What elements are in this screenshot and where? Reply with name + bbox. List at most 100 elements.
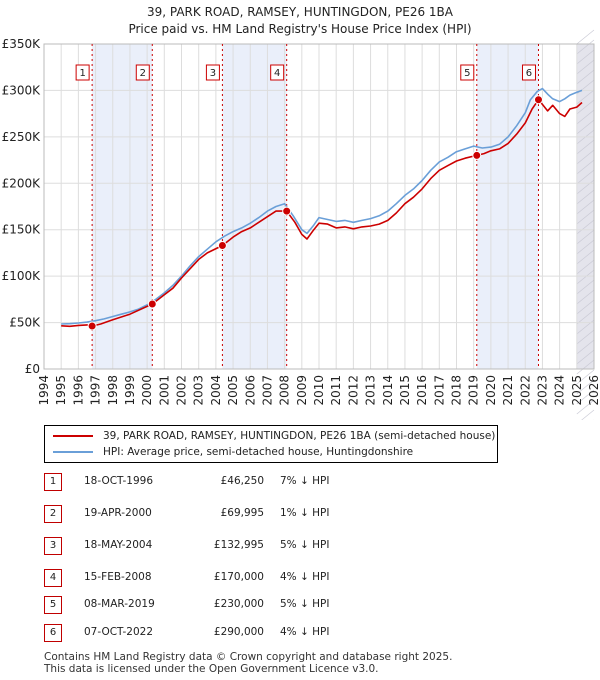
x-tick-label: 2001 — [157, 375, 171, 406]
hatch-line — [576, 259, 595, 275]
sale-label-box — [75, 64, 90, 81]
transaction-date: 08-MAR-2019 — [84, 598, 155, 610]
sale-label-text: 1 — [79, 68, 85, 79]
legend-item-property: 39, PARK ROAD, RAMSEY, HUNTINGDON, PE26 … — [53, 428, 495, 444]
sale-label-text: 4 — [274, 68, 280, 79]
shaded-periods — [92, 29, 595, 420]
grid-lines — [43, 43, 595, 370]
x-tick-label: 2018 — [450, 375, 464, 406]
x-tick-label: 1996 — [71, 375, 85, 406]
transaction-date: 19-APR-2000 — [84, 507, 152, 519]
legend-label-property: 39, PARK ROAD, RAMSEY, HUNTINGDON, PE26 … — [103, 430, 496, 442]
x-tick-label: 2010 — [312, 375, 326, 406]
hatch-line — [576, 289, 595, 305]
x-tick-label: 2002 — [175, 375, 189, 406]
hatch-line — [576, 179, 595, 195]
hatch-line — [576, 59, 595, 75]
sale-label-text: 2 — [140, 68, 146, 79]
hatch-line — [576, 119, 595, 135]
y-tick-label: £200K — [2, 176, 42, 190]
hatch-line — [576, 159, 595, 175]
transaction-date: 18-MAY-2004 — [84, 539, 153, 551]
hatch-line — [576, 269, 595, 285]
hatch-line — [576, 169, 595, 185]
x-tick-label: 2014 — [381, 375, 395, 406]
transaction-number: 5 — [44, 596, 62, 614]
x-tick-label: 2022 — [518, 375, 532, 406]
x-tick-label: 2004 — [209, 375, 223, 406]
transaction-price: £230,000 — [213, 598, 264, 610]
footer: Contains HM Land Registry data © Crown c… — [44, 651, 452, 675]
y-tick-label: £300K — [2, 83, 42, 97]
y-tick-label: £250K — [2, 130, 42, 144]
x-tick-label: 1999 — [123, 375, 137, 406]
legend-item-hpi: HPI: Average price, semi-detached house,… — [53, 444, 413, 460]
axis-labels: £0 £50K £100K £150K £200K £250K £300K £350K 1994… — [2, 37, 600, 406]
x-tick-label: 2015 — [398, 375, 412, 406]
y-tick-label: £0 — [25, 362, 40, 376]
x-tick-label: 2012 — [346, 375, 360, 406]
transaction-price: £46,250 — [220, 475, 264, 487]
legend-swatch-property — [53, 435, 93, 437]
shaded-period — [92, 44, 153, 369]
x-tick-label: 2013 — [364, 375, 378, 406]
hatch-line — [576, 139, 595, 155]
transaction-hpi-diff: 4% ↓ HPI — [280, 571, 330, 583]
transaction-hpi-diff: 5% ↓ HPI — [280, 598, 330, 610]
x-tick-label: 2003 — [192, 375, 206, 406]
x-tick-label: 2005 — [226, 375, 240, 406]
price-chart: 1 2 3 4 5 6 £0 £50K £100K £150K £200K £250K £300K £3… — [2, 29, 600, 420]
hatch-line — [576, 109, 595, 125]
hatch-line — [576, 249, 595, 265]
hatch-line — [576, 389, 595, 405]
y-tick-label: £100K — [2, 269, 42, 283]
sale-label-box — [135, 64, 150, 81]
hatch-line — [576, 229, 595, 245]
sale-label-text: 3 — [210, 68, 216, 79]
footer-copyright: Contains HM Land Registry data © Crown c… — [44, 651, 453, 663]
transaction-date: 07-OCT-2022 — [84, 626, 153, 638]
hatch-line — [576, 219, 595, 235]
x-tick-label: 2007 — [260, 375, 274, 406]
transaction-price: £290,000 — [213, 626, 264, 638]
table-row: 6 07-OCT-2022 £290,000 4% ↓ HPI — [44, 624, 444, 646]
hatch-line — [576, 329, 595, 345]
transaction-date: 18-OCT-1996 — [84, 475, 153, 487]
x-tick-label: 2017 — [432, 375, 446, 406]
table-row: 5 08-MAR-2019 £230,000 5% ↓ HPI — [44, 596, 444, 618]
sale-point — [472, 150, 482, 160]
transaction-number: 4 — [44, 569, 62, 587]
hatch-line — [576, 49, 595, 65]
hatch-line — [576, 199, 595, 215]
x-tick-label: 2026 — [587, 375, 600, 406]
hatch-line — [576, 39, 595, 55]
transaction-number: 1 — [44, 473, 62, 491]
sale-label-text: 5 — [464, 68, 470, 79]
hatch-line — [576, 379, 595, 395]
chart-title: 39, PARK ROAD, RAMSEY, HUNTINGDON, PE26 … — [146, 5, 454, 19]
sale-label-box — [205, 64, 220, 81]
transaction-number: 6 — [44, 624, 62, 642]
x-tick-label: 1994 — [37, 375, 51, 406]
hatch-line — [576, 399, 595, 415]
sale-points — [87, 95, 543, 331]
x-tick-label: 2025 — [570, 375, 584, 406]
x-tick-label: 2016 — [415, 375, 429, 406]
transaction-hpi-diff: 5% ↓ HPI — [280, 539, 330, 551]
transaction-hpi-diff: 1% ↓ HPI — [280, 507, 330, 519]
sale-label-box — [460, 64, 475, 81]
x-tick-label: 2020 — [484, 375, 498, 406]
hatch-line — [576, 299, 595, 315]
hatch-line — [576, 209, 595, 225]
series-line-property — [61, 98, 583, 328]
transaction-date: 15-FEB-2008 — [84, 571, 152, 583]
transaction-price: £170,000 — [213, 571, 264, 583]
legend: 39, PARK ROAD, RAMSEY, HUNTINGDON, PE26 … — [44, 425, 498, 463]
sale-point — [533, 95, 543, 105]
hatch-line — [576, 29, 595, 45]
table-row: 4 15-FEB-2008 £170,000 4% ↓ HPI — [44, 569, 444, 591]
y-tick-label: £150K — [2, 223, 42, 237]
sale-label-box — [521, 64, 536, 81]
table-row: 3 18-MAY-2004 £132,995 5% ↓ HPI — [44, 537, 444, 559]
transaction-number: 3 — [44, 537, 62, 555]
